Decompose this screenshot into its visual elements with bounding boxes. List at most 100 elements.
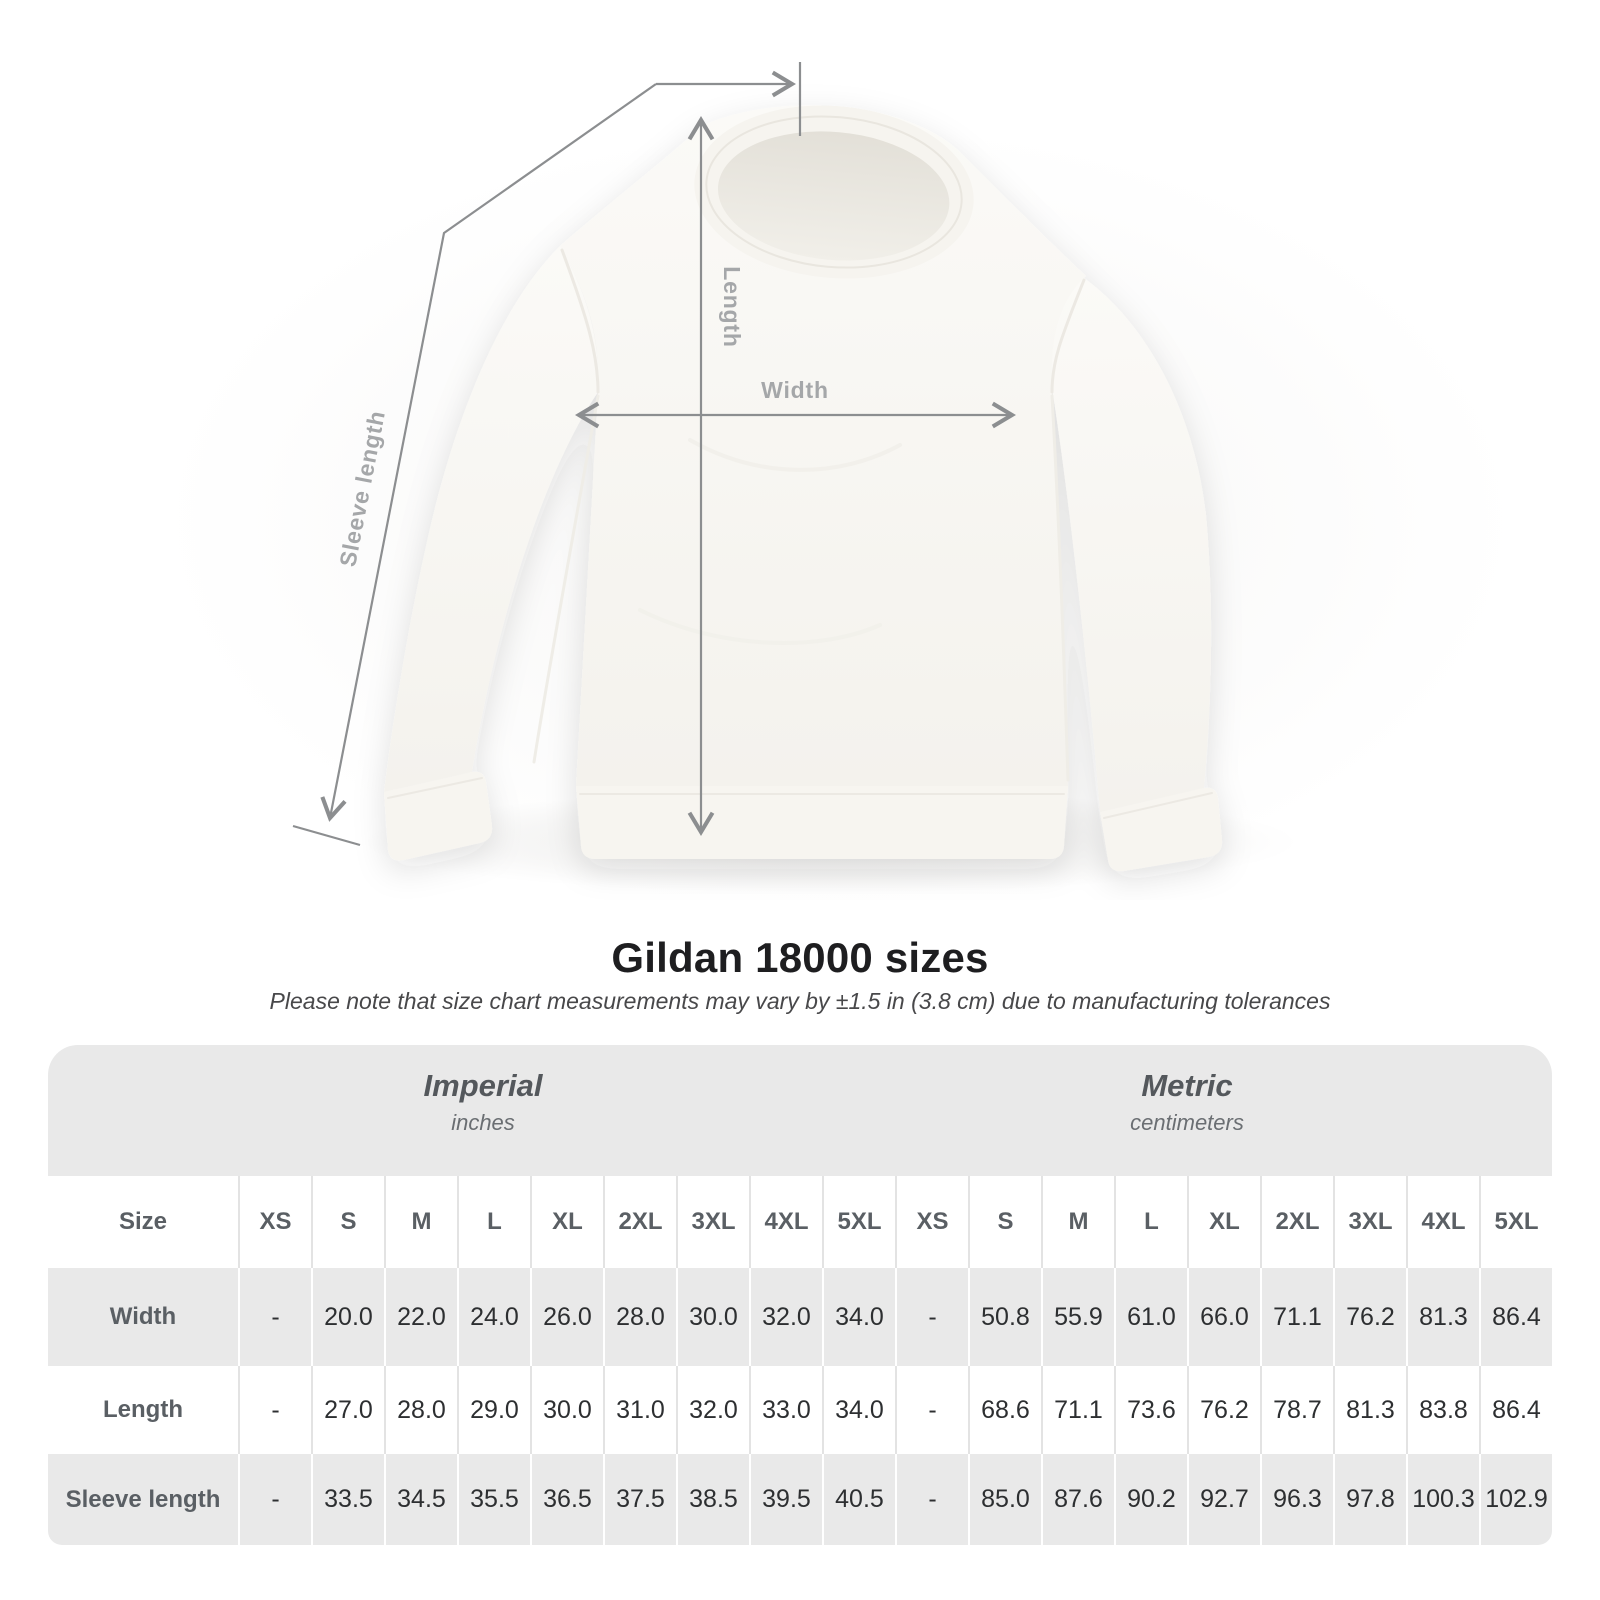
length-imperial-4xl: 33.0 [749, 1366, 822, 1454]
width-imperial-5xl: 34.0 [822, 1268, 895, 1366]
collar [694, 105, 974, 279]
metric-unit-label: centimeters [1130, 1109, 1244, 1135]
col-header-metric-4xl: 4XL [1406, 1176, 1479, 1268]
length-row: Length - 27.0 28.0 29.0 30.0 31.0 32.0 3… [48, 1366, 1552, 1454]
col-header-imperial-m: M [384, 1176, 457, 1268]
sleeve-imperial-2xl: 37.5 [603, 1454, 676, 1545]
length-metric-xl: 76.2 [1187, 1366, 1260, 1454]
right-sleeve [1051, 275, 1212, 812]
sleeve-imperial-s: 33.5 [311, 1454, 384, 1545]
metric-unit-group: Metric centimeters [1130, 1067, 1244, 1139]
length-metric-5xl: 86.4 [1479, 1366, 1552, 1454]
length-metric-s: 68.6 [968, 1366, 1041, 1454]
length-metric-3xl: 81.3 [1333, 1366, 1406, 1454]
width-metric-l: 61.0 [1114, 1268, 1187, 1366]
sleeve-length-line [320, 83, 657, 822]
length-imperial-2xl: 31.0 [603, 1366, 676, 1454]
col-header-imperial-3xl: 3XL [676, 1176, 749, 1268]
cuff-tick [292, 824, 361, 847]
width-imperial-xl: 26.0 [530, 1268, 603, 1366]
col-header-metric-l: L [1114, 1176, 1187, 1268]
length-imperial-5xl: 34.0 [822, 1366, 895, 1454]
page-title: Gildan 18000 sizes [611, 934, 989, 981]
length-metric-2xl: 78.7 [1260, 1366, 1333, 1454]
width-metric-5xl: 86.4 [1479, 1268, 1552, 1366]
tolerance-note: Please note that size chart measurements… [269, 988, 1331, 1014]
sleeve-metric-2xl: 96.3 [1260, 1454, 1333, 1545]
row-label-sleeve-length: Sleeve length [65, 1485, 221, 1513]
col-header-imperial-4xl: 4XL [749, 1176, 822, 1268]
units-band: Imperial inches Metric centimeters [48, 1045, 1552, 1176]
length-imperial-xl: 30.0 [530, 1366, 603, 1454]
imperial-heading: Imperial [423, 1068, 543, 1103]
sleeve-imperial-l: 35.5 [457, 1454, 530, 1545]
col-header-size: Size [118, 1208, 168, 1235]
width-imperial-s: 20.0 [311, 1268, 384, 1366]
length-metric-l: 73.6 [1114, 1366, 1187, 1454]
sleeve-metric-3xl: 97.8 [1333, 1454, 1406, 1545]
fabric-creases [387, 248, 1213, 819]
length-dimension-label: Length [719, 266, 745, 347]
length-imperial-s: 27.0 [311, 1366, 384, 1454]
col-header-metric-s: S [968, 1176, 1041, 1268]
width-metric-3xl: 76.2 [1333, 1268, 1406, 1366]
sleeve-length-row: Sleeve length - 33.5 34.5 35.5 36.5 37.5… [48, 1454, 1552, 1545]
sleeve-imperial-3xl: 38.5 [676, 1454, 749, 1545]
sleeve-metric-l: 90.2 [1114, 1454, 1187, 1545]
length-imperial-m: 28.0 [384, 1366, 457, 1454]
table-header-row: Size XS S M L XL 2XL 3XL 4XL 5XL XS S M … [48, 1176, 1552, 1268]
sleeve-metric-m: 87.6 [1041, 1454, 1114, 1545]
col-header-metric-5xl: 5XL [1479, 1176, 1552, 1268]
col-header-imperial-s: S [311, 1176, 384, 1268]
length-metric-xs: - [895, 1366, 968, 1454]
col-header-metric-xs: XS [895, 1176, 968, 1268]
sleeve-metric-5xl: 102.9 [1479, 1454, 1552, 1545]
col-header-metric-xl: XL [1187, 1176, 1260, 1268]
sleeve-metric-s: 85.0 [968, 1454, 1041, 1545]
sleeve-imperial-5xl: 40.5 [822, 1454, 895, 1545]
width-imperial-l: 24.0 [457, 1268, 530, 1366]
width-metric-xl: 66.0 [1187, 1268, 1260, 1366]
dimension-lines [292, 62, 1016, 847]
product-measurement-figure: Width Length Sleeve length [160, 62, 1520, 900]
length-metric-4xl: 83.8 [1406, 1366, 1479, 1454]
width-metric-4xl: 81.3 [1406, 1268, 1479, 1366]
width-imperial-2xl: 28.0 [603, 1268, 676, 1366]
width-metric-xs: - [895, 1268, 968, 1366]
width-metric-s: 50.8 [968, 1268, 1041, 1366]
row-label-width: Width [109, 1303, 177, 1330]
waistband [576, 786, 1068, 859]
width-row: Width - 20.0 22.0 24.0 26.0 28.0 30.0 32… [48, 1268, 1552, 1366]
sleeve-metric-xl: 92.7 [1187, 1454, 1260, 1545]
sleeve-imperial-xs: - [238, 1454, 311, 1545]
sleeve-metric-4xl: 100.3 [1406, 1454, 1479, 1545]
width-imperial-m: 22.0 [384, 1268, 457, 1366]
imperial-unit-label: inches [451, 1109, 515, 1135]
sleeve-imperial-m: 34.5 [384, 1454, 457, 1545]
sleeve-metric-xs: - [895, 1454, 968, 1545]
row-label-length: Length [103, 1396, 183, 1423]
width-imperial-xs: - [238, 1268, 311, 1366]
col-header-imperial-l: L [457, 1176, 530, 1268]
width-metric-2xl: 71.1 [1260, 1268, 1333, 1366]
col-header-imperial-2xl: 2XL [603, 1176, 676, 1268]
length-metric-m: 71.1 [1041, 1366, 1114, 1454]
width-metric-m: 55.9 [1041, 1268, 1114, 1366]
size-table: Imperial inches Metric centimeters Size … [48, 1045, 1552, 1545]
col-header-metric-3xl: 3XL [1333, 1176, 1406, 1268]
col-header-imperial-xl: XL [530, 1176, 603, 1268]
col-header-imperial-5xl: 5XL [822, 1176, 895, 1268]
col-header-metric-m: M [1041, 1176, 1114, 1268]
width-dimension-label: Width [761, 377, 829, 403]
width-imperial-4xl: 32.0 [749, 1268, 822, 1366]
length-imperial-l: 29.0 [457, 1366, 530, 1454]
length-imperial-3xl: 32.0 [676, 1366, 749, 1454]
sleeve-imperial-4xl: 39.5 [749, 1454, 822, 1545]
col-header-imperial-xs: XS [238, 1176, 311, 1268]
sweatshirt-diagram: Width Length Sleeve length [160, 62, 1520, 900]
sleeve-imperial-xl: 36.5 [530, 1454, 603, 1545]
length-imperial-xs: - [238, 1366, 311, 1454]
metric-heading: Metric [1141, 1068, 1233, 1103]
col-header-metric-2xl: 2XL [1260, 1176, 1333, 1268]
